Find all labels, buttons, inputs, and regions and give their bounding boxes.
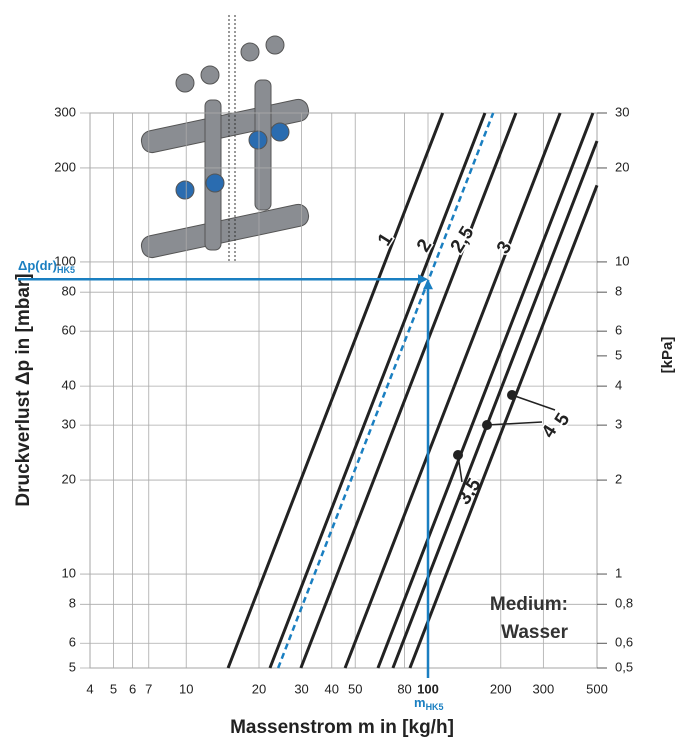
series-line	[391, 140, 599, 669]
series-line	[268, 112, 487, 669]
y2-tick-label: 4	[615, 378, 622, 393]
y-tick-label: 80	[62, 284, 76, 299]
y-tick-label: 60	[62, 323, 76, 338]
y2-tick-label: 8	[615, 284, 622, 299]
dp-annotation: Δp(dr)HK5	[18, 259, 75, 276]
x-axis-label: Massenstrom m in [kg/h]	[230, 717, 454, 738]
y-tick-label: 300	[54, 104, 76, 119]
series-label: 1	[374, 229, 398, 249]
x-tick-label: 5	[110, 681, 117, 696]
series-line	[276, 112, 495, 669]
y-tick-label: 100	[54, 253, 76, 268]
y2-tick-label: 1	[615, 565, 622, 580]
y2-tick-label: 3	[615, 417, 622, 432]
leader-line	[511, 394, 556, 411]
y2-tick-label: 30	[615, 104, 629, 119]
y-axis-label: Druckverlust Δp in [mbar]	[13, 273, 34, 506]
series-line	[226, 112, 445, 669]
y2-axis-label: [kPa]	[659, 337, 676, 374]
series-line	[343, 112, 562, 669]
leader-dot	[453, 450, 463, 460]
plot-frame	[89, 112, 598, 669]
y2-tick-label: 0,5	[615, 659, 633, 674]
y-tick-label: 10	[62, 565, 76, 580]
m-label: m	[414, 695, 426, 710]
dp-subscript: HK5	[57, 266, 75, 276]
x-tick-label: 7	[145, 681, 152, 696]
m-subscript: HK5	[426, 702, 444, 712]
y-tick-label: 20	[62, 472, 76, 487]
y2-tick-label: 6	[615, 323, 622, 338]
series-line	[408, 184, 599, 669]
y-tick-label: 40	[62, 378, 76, 393]
x-tick-label: 200	[490, 681, 512, 696]
series-label: 2	[413, 236, 436, 256]
x-tick-label: 100	[417, 681, 439, 696]
y2-tick-label: 2	[615, 472, 622, 487]
marker-arrow	[418, 274, 428, 285]
x-tick-label: 40	[325, 681, 339, 696]
series-label: 3	[493, 238, 516, 258]
x-tick-label: 30	[294, 681, 308, 696]
medium-note: Medium:	[490, 594, 568, 615]
leader-dot	[482, 420, 492, 430]
marker-arrow	[423, 279, 433, 290]
x-tick-label: 4	[86, 681, 93, 696]
x-tick-label: 300	[533, 681, 555, 696]
x-tick-label: 50	[348, 681, 362, 696]
x-tick-label: 6	[129, 681, 136, 696]
y-tick-label: 5	[69, 659, 76, 674]
y2-tick-label: 10	[615, 253, 629, 268]
series-label: 2,5	[447, 223, 479, 257]
manifold-illustration	[140, 15, 310, 262]
series-label: 5	[551, 409, 575, 429]
y-tick-label: 8	[69, 596, 76, 611]
medium-note: Wasser	[501, 622, 568, 643]
m-annotation: mHK5	[414, 695, 444, 712]
y-tick-label: 6	[69, 635, 76, 650]
x-tick-label: 80	[397, 681, 411, 696]
series-line	[376, 112, 595, 669]
series-line	[299, 112, 518, 669]
x-tick-label: 20	[252, 681, 266, 696]
series-label: 4	[538, 421, 562, 441]
dp-label: Δp(dr)	[18, 259, 57, 274]
y-tick-label: 200	[54, 159, 76, 174]
y2-tick-label: 0,6	[615, 635, 633, 650]
leader-line	[486, 421, 543, 426]
y2-tick-label: 5	[615, 347, 622, 362]
y-tick-label: 30	[62, 417, 76, 432]
x-tick-label: 500	[586, 681, 608, 696]
y2-tick-label: 20	[615, 159, 629, 174]
y2-tick-label: 0,8	[615, 596, 633, 611]
x-tick-label: 10	[179, 681, 193, 696]
leader-dot	[507, 390, 517, 400]
